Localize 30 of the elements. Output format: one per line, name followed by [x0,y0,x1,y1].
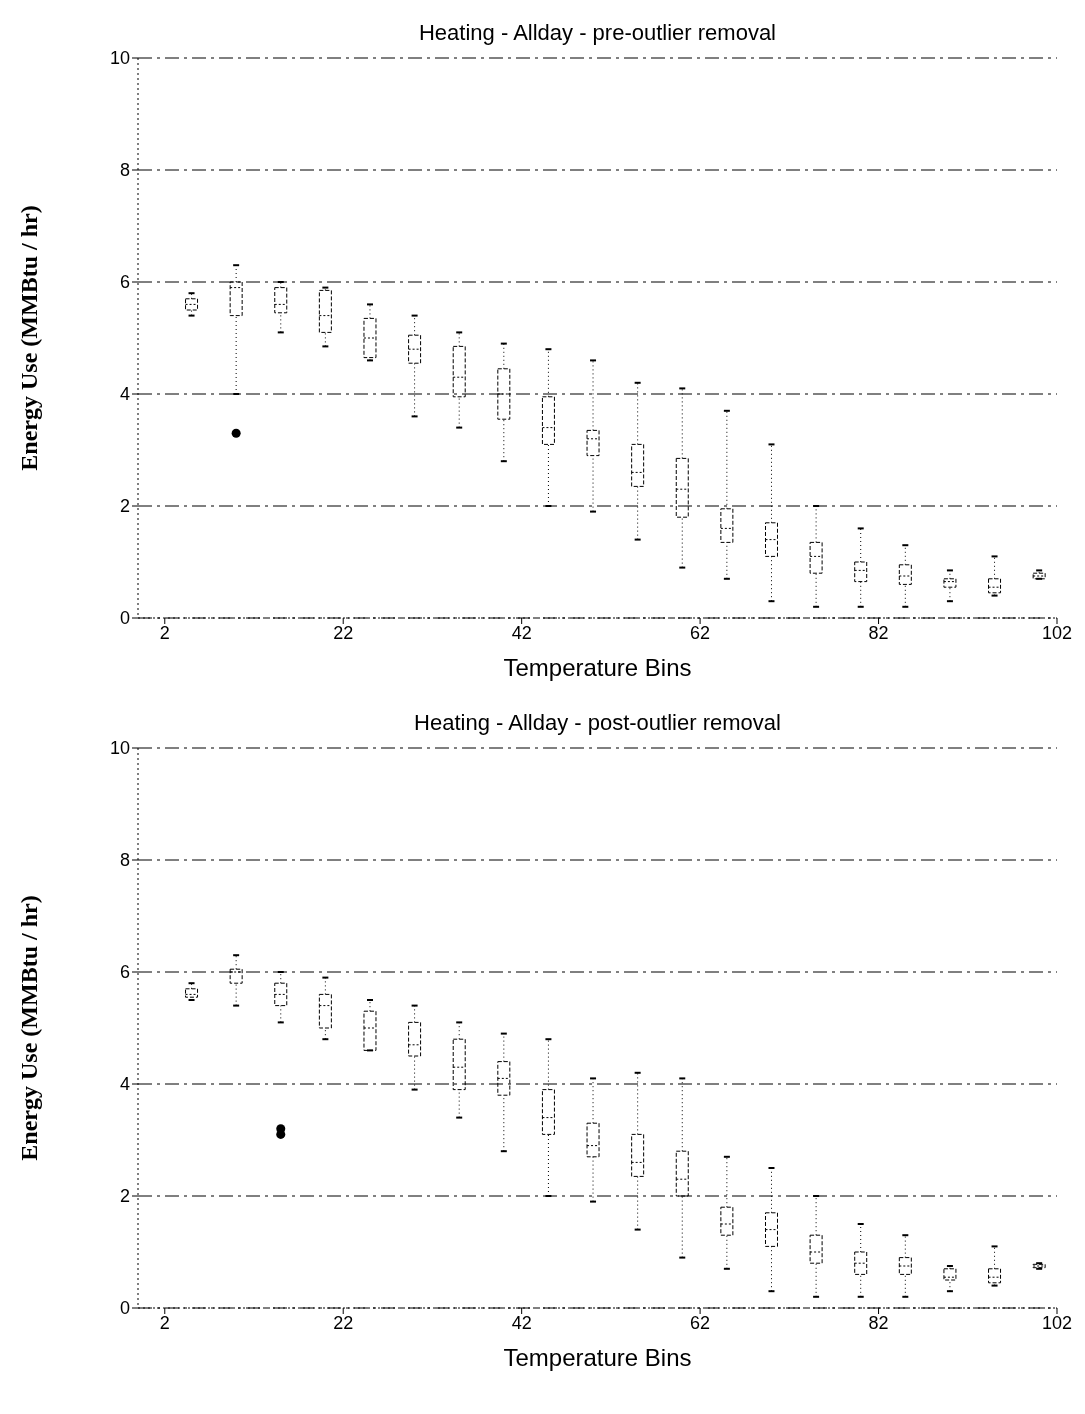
chart-title: Heating - Allday - pre-outlier removal [417,20,777,46]
y-tick-label: 2 [119,1186,130,1207]
x-tick-label: 22 [333,1312,354,1333]
x-tick-label: 82 [868,1312,889,1333]
y-tick-label: 10 [109,738,130,759]
x-tick-label: 62 [690,622,711,643]
y-axis-title: Energy Use (MMBtu / hr) [15,895,42,1161]
x-tick-label: 2 [159,622,170,643]
y-tick-label: 6 [119,272,130,293]
y-tick-label: 2 [119,496,130,517]
x-tick-label: 82 [868,622,889,643]
y-tick-label: 0 [119,1298,130,1319]
x-tick-label: 42 [511,622,532,643]
y-tick-label: 4 [119,1074,130,1095]
x-tick-label: 22 [333,622,354,643]
y-tick-label: 8 [119,850,130,871]
chart-title: Heating - Allday - post-outlier removal [413,710,782,736]
x-tick-label: 2 [159,1312,170,1333]
y-tick-label: 0 [119,608,130,629]
y-tick-label: 8 [119,160,130,181]
x-axis-title: Temperature Bins [503,1344,692,1371]
y-tick-label: 6 [119,962,130,983]
x-tick-label: 62 [690,1312,711,1333]
x-tick-label: 42 [511,1312,532,1333]
y-axis-title: Energy Use (MMBtu / hr) [15,205,42,471]
y-tick-label: 10 [109,48,130,69]
y-tick-label: 4 [119,384,130,405]
x-tick-label: 102 [1041,622,1073,643]
x-axis-title: Temperature Bins [503,654,692,681]
x-tick-label: 102 [1041,1312,1073,1333]
